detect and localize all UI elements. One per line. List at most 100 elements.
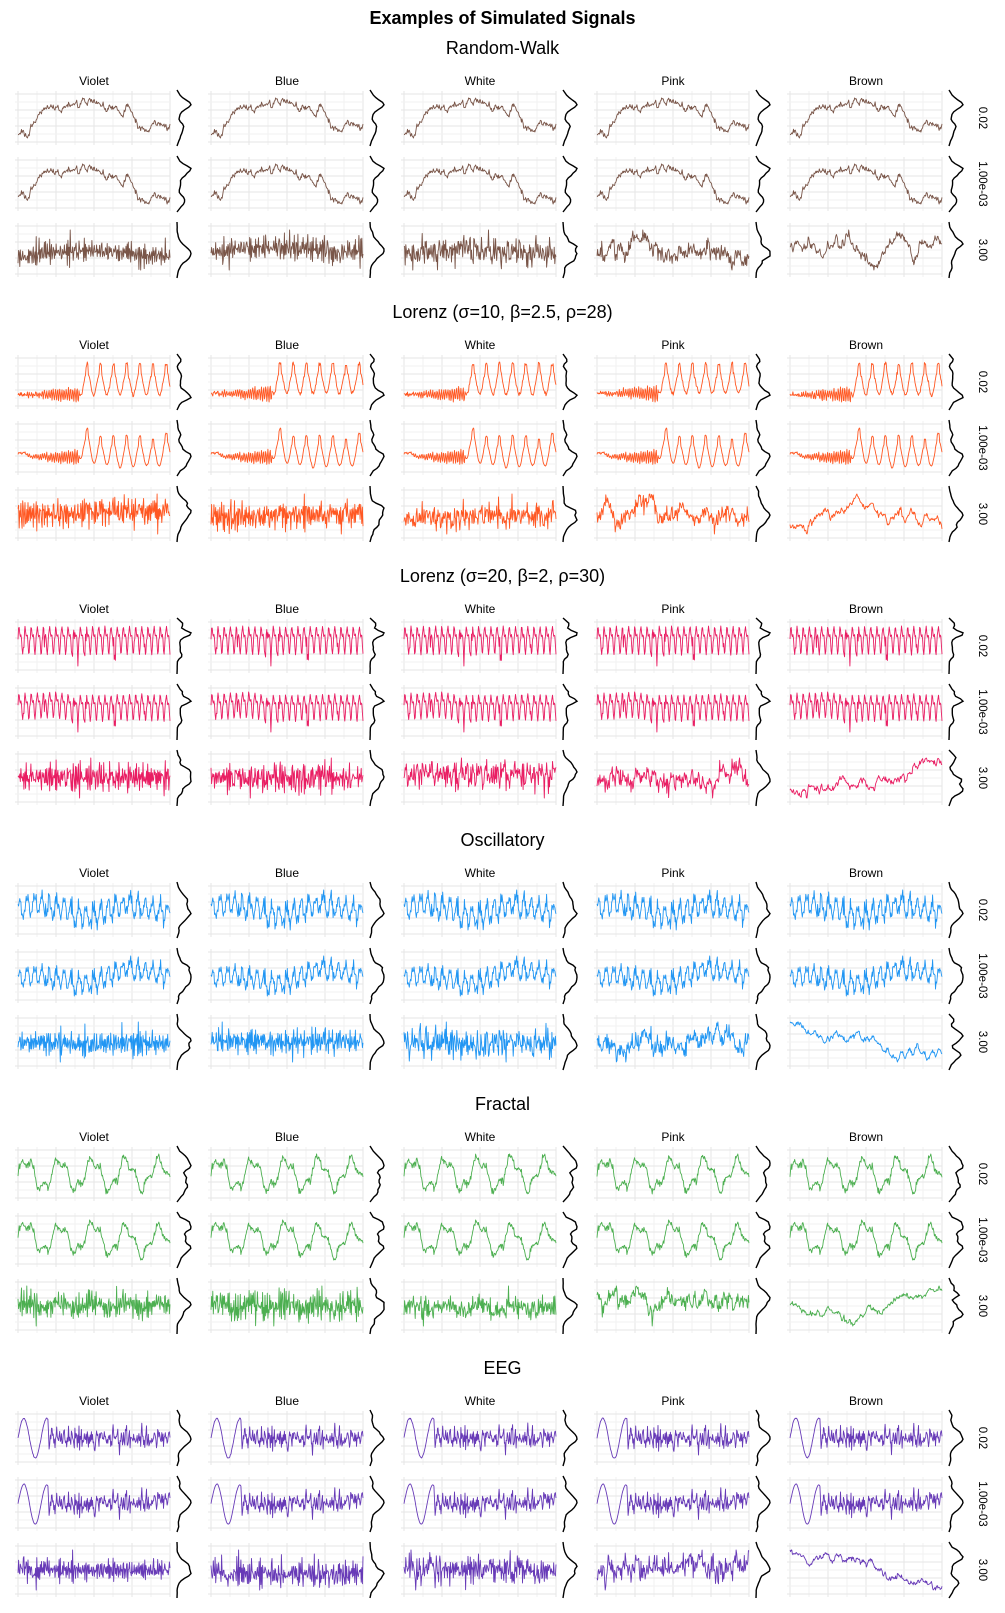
density-curve	[562, 617, 578, 675]
signal-line	[403, 955, 557, 997]
noise-type-label: Brown	[848, 338, 883, 352]
signal-line	[596, 625, 750, 667]
density-line	[755, 617, 772, 675]
signal-panel	[594, 1477, 750, 1531]
density-curve	[369, 749, 385, 807]
signal-panel	[787, 91, 943, 145]
signal-line	[596, 691, 750, 733]
density-curve	[369, 617, 385, 675]
signal-panel	[401, 1015, 557, 1069]
signal-panel	[594, 1279, 750, 1333]
signal-panel	[401, 1543, 557, 1597]
noise-type-label: Violet	[79, 1130, 109, 1144]
noise-type-label: White	[464, 338, 496, 352]
density-curve	[562, 1277, 578, 1335]
density-line	[755, 89, 771, 147]
signal-panel	[787, 1015, 943, 1069]
signal-panel	[401, 1477, 557, 1531]
signal-line	[210, 1549, 364, 1591]
density-line	[369, 155, 385, 213]
density-line	[948, 1541, 964, 1599]
signal-line	[789, 757, 943, 799]
signal-line	[403, 493, 557, 535]
signal-panel	[594, 421, 750, 475]
density-line	[948, 353, 964, 411]
signal-panel	[15, 1477, 171, 1531]
density-line	[369, 419, 385, 477]
group-title: Lorenz (σ=20, β=2, ρ=30)	[399, 566, 606, 586]
noise-type-label: Blue	[274, 338, 300, 352]
signal-line	[210, 361, 364, 403]
signal-line	[403, 1483, 557, 1525]
signal-panel	[401, 751, 557, 805]
noise-level-label: 3.00	[976, 502, 988, 526]
noise-type-label: Brown	[848, 866, 883, 880]
density-line	[948, 89, 964, 147]
signal-line	[596, 757, 750, 799]
density-line	[369, 1541, 385, 1599]
signal-line	[210, 1483, 364, 1525]
density-curve	[562, 1211, 578, 1269]
density-curve	[562, 353, 579, 411]
noise-type-label: Violet	[79, 866, 109, 880]
density-line	[755, 485, 771, 543]
density-curve	[755, 89, 771, 147]
density-curve	[369, 485, 385, 543]
signal-line	[403, 229, 557, 271]
signal-panel	[401, 883, 557, 937]
density-curve	[176, 749, 192, 807]
density-curve	[948, 1541, 964, 1599]
density-curve	[176, 89, 192, 147]
signal-line	[17, 691, 171, 733]
signal-line	[210, 691, 364, 733]
density-curve	[948, 1475, 964, 1533]
density-line	[562, 1013, 578, 1071]
density-line	[755, 1145, 771, 1203]
density-line	[176, 1541, 192, 1599]
signal-line	[403, 889, 557, 931]
signal-panel	[15, 619, 171, 673]
density-line	[562, 221, 578, 279]
density-line	[562, 683, 579, 741]
density-curve	[755, 749, 771, 807]
signal-line	[17, 1285, 171, 1327]
density-line	[176, 155, 192, 213]
density-line	[948, 881, 964, 939]
noise-type-label: Pink	[661, 74, 685, 88]
signal-line	[17, 757, 171, 799]
density-curve	[562, 485, 578, 543]
signal-line	[403, 691, 557, 733]
density-curve	[369, 1211, 385, 1269]
density-curve	[562, 947, 578, 1005]
density-line	[948, 683, 965, 741]
density-line	[369, 1013, 385, 1071]
density-curve	[176, 881, 192, 939]
density-curve	[176, 1541, 192, 1599]
signal-panel	[208, 1543, 364, 1597]
signal-line	[789, 955, 943, 997]
signal-line	[596, 1021, 750, 1063]
signal-panel	[401, 1147, 557, 1201]
signal-panel	[787, 1477, 943, 1531]
signal-line	[17, 889, 171, 931]
density-curve	[562, 221, 578, 279]
density-line	[562, 1145, 578, 1203]
signal-panel	[208, 1411, 364, 1465]
density-line	[755, 749, 771, 807]
noise-type-label: Pink	[661, 866, 685, 880]
group-title: Fractal	[474, 1094, 530, 1114]
signal-line	[403, 361, 557, 403]
signal-line	[403, 427, 557, 469]
density-curve	[755, 1013, 771, 1071]
signal-line	[403, 1153, 557, 1195]
noise-type-label: White	[464, 1394, 496, 1408]
density-curve	[948, 1277, 964, 1335]
noise-level-label: 3.00	[976, 1558, 988, 1582]
density-curve	[369, 683, 386, 741]
density-curve	[755, 1475, 771, 1533]
density-curve	[562, 1145, 578, 1203]
signal-line	[403, 1219, 557, 1261]
density-line	[562, 617, 578, 675]
signal-panel	[594, 355, 750, 409]
signal-line	[596, 1219, 750, 1261]
